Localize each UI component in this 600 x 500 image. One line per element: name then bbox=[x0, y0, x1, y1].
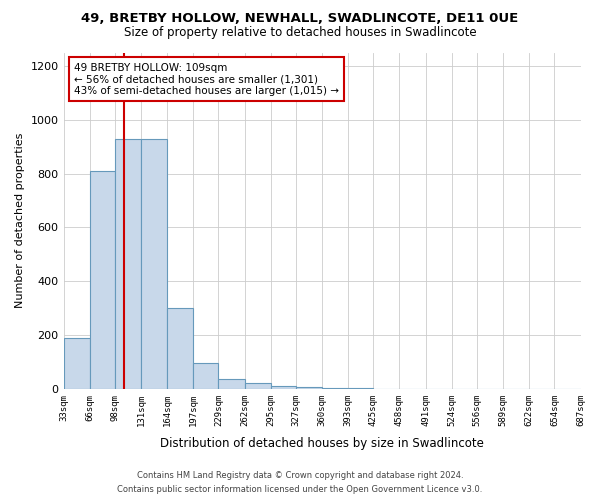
Bar bbox=[271, 386, 296, 389]
Bar bbox=[296, 388, 322, 389]
X-axis label: Distribution of detached houses by size in Swadlincote: Distribution of detached houses by size … bbox=[160, 437, 484, 450]
Bar bbox=[218, 380, 245, 389]
Bar bbox=[64, 338, 89, 389]
Bar bbox=[348, 388, 373, 389]
Bar bbox=[167, 308, 193, 389]
Bar bbox=[322, 388, 348, 389]
Text: 49 BRETBY HOLLOW: 109sqm
← 56% of detached houses are smaller (1,301)
43% of sem: 49 BRETBY HOLLOW: 109sqm ← 56% of detach… bbox=[74, 62, 339, 96]
Bar bbox=[115, 138, 141, 389]
Y-axis label: Number of detached properties: Number of detached properties bbox=[15, 133, 25, 308]
Bar bbox=[193, 363, 218, 389]
Bar bbox=[141, 138, 167, 389]
Bar bbox=[245, 384, 271, 389]
Text: Size of property relative to detached houses in Swadlincote: Size of property relative to detached ho… bbox=[124, 26, 476, 39]
Text: 49, BRETBY HOLLOW, NEWHALL, SWADLINCOTE, DE11 0UE: 49, BRETBY HOLLOW, NEWHALL, SWADLINCOTE,… bbox=[82, 12, 518, 26]
Bar bbox=[89, 171, 115, 389]
Text: Contains HM Land Registry data © Crown copyright and database right 2024.
Contai: Contains HM Land Registry data © Crown c… bbox=[118, 472, 482, 494]
